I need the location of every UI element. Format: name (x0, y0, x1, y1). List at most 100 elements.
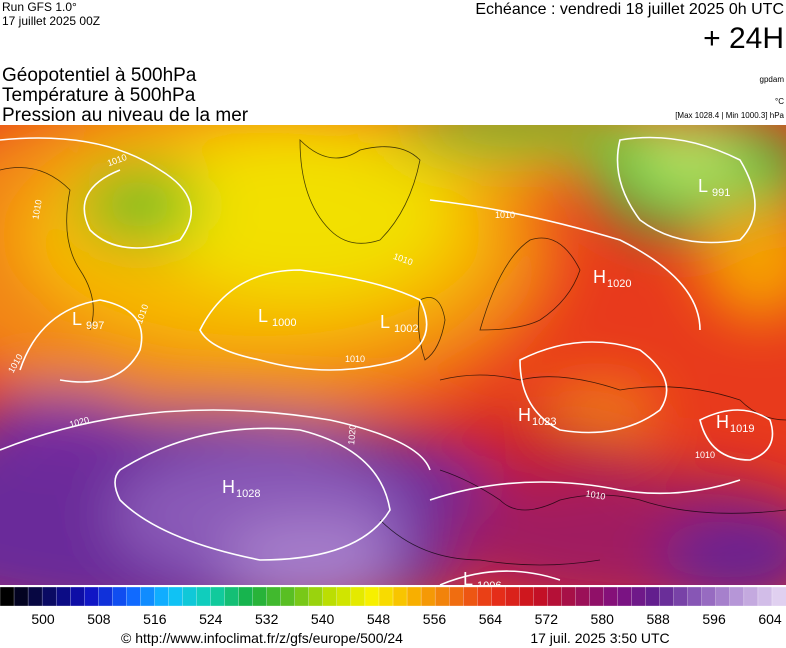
colorbar-swatch (673, 586, 689, 607)
pressure-center: H 1023 (518, 405, 556, 428)
map (0, 125, 786, 585)
colorbar-swatch (322, 586, 338, 607)
colorbar-swatch (70, 586, 85, 607)
footer-timestamp: 17 juil. 2025 3:50 UTC (530, 630, 669, 646)
pressure-center: H 1019 (716, 412, 754, 435)
unit-pressure: [Max 1028.4 | Min 1000.3] hPa (675, 111, 784, 120)
colorbar-label: 516 (143, 611, 167, 627)
colorbar-label: 588 (646, 611, 670, 627)
colorbar-swatch (27, 586, 43, 607)
colorbar-label: 500 (31, 611, 55, 627)
colorbar-swatch (294, 586, 310, 607)
colorbar-label: 532 (255, 611, 279, 627)
footer-url: © http://www.infoclimat.fr/z/gfs/europe/… (121, 630, 403, 646)
colorbar-swatch (140, 586, 156, 607)
colorbar-swatch (631, 586, 647, 607)
colorbar-swatch (350, 586, 366, 607)
run-label: Run GFS 1.0° (2, 0, 77, 14)
center-type: L (463, 569, 473, 589)
center-value: 1002 (394, 323, 418, 335)
colorbar-swatch (238, 586, 254, 607)
colorbar-swatch (701, 586, 717, 607)
colorbar-swatch (715, 586, 731, 607)
center-type: H (716, 412, 729, 432)
unit-celsius: °C (775, 97, 784, 106)
pressure-center: L 1000 (258, 306, 296, 329)
colorbar-swatch (126, 586, 142, 607)
isobar-label: 1010 (695, 450, 715, 460)
colorbar-label: 540 (311, 611, 335, 627)
pressure-center: L 1002 (380, 312, 418, 335)
unit-gpdam: gpdam (760, 75, 785, 84)
title-temperature: Température à 500hPa (2, 85, 196, 106)
isobar-label: 1020 (346, 424, 358, 445)
colorbar-swatch (477, 586, 492, 607)
colorbar-swatch (280, 586, 296, 607)
center-type: H (222, 477, 235, 497)
title-pressure: Pression au niveau de la mer (2, 105, 249, 126)
pressure-center: L 991 (698, 176, 730, 199)
isobar-label: 1010 (495, 210, 515, 220)
colorbar-label: 564 (479, 611, 503, 627)
colorbar-swatch (603, 586, 619, 607)
colorbar-swatch (533, 586, 549, 607)
center-type: L (258, 306, 268, 326)
colorbar-swatch (743, 586, 759, 607)
colorbar-swatch (463, 586, 478, 607)
colorbar-swatch (547, 586, 563, 607)
center-value: 1019 (730, 423, 754, 435)
colorbar-swatch (729, 586, 745, 607)
run-date: 17 juillet 2025 00Z (2, 14, 100, 28)
colorbar-swatch (224, 586, 240, 607)
colorbar-swatch (505, 586, 520, 607)
colorbar-swatch (84, 586, 99, 607)
center-value: 1020 (607, 278, 631, 290)
colorbar-swatch (266, 586, 282, 607)
colorbar-label: 548 (367, 611, 391, 627)
colorbar-swatch (406, 586, 422, 607)
colorbar-swatch (491, 586, 506, 607)
colorbar-swatch (645, 586, 661, 607)
pressure-center: H 1028 (222, 477, 260, 500)
colorbar-swatch (210, 586, 226, 607)
colorbar-label: 524 (199, 611, 223, 627)
colorbar-swatch (575, 586, 591, 607)
center-value: 1000 (272, 317, 296, 329)
title-geopotential: Géopotentiel à 500hPa (2, 65, 197, 86)
center-value: 1023 (532, 416, 556, 428)
center-type: L (72, 309, 82, 329)
center-value: 991 (712, 187, 730, 199)
colorbar-swatch (589, 586, 605, 607)
colorbar-swatch (196, 586, 212, 607)
colorbar-swatch (659, 586, 675, 607)
colorbar-label: 580 (591, 611, 615, 627)
colorbar-label: 556 (423, 611, 447, 627)
colorbar-swatch (154, 586, 170, 607)
colorbar-label: 508 (87, 611, 111, 627)
colorbar-swatch (168, 586, 184, 607)
colorbar-swatch (448, 586, 464, 607)
center-type: L (698, 176, 708, 196)
center-type: L (380, 312, 390, 332)
colorbar-swatch (617, 586, 633, 607)
colorbar-swatch (182, 586, 198, 607)
colorbar-swatch (420, 586, 436, 607)
colorbar-swatch (771, 586, 786, 607)
colorbar-swatch (13, 586, 29, 607)
colorbar-label: 596 (702, 611, 726, 627)
echeance: Echéance : vendredi 18 juillet 2025 0h U… (475, 1, 784, 18)
colorbar-label: 572 (535, 611, 559, 627)
colorbar-swatch (687, 586, 703, 607)
center-value: 1028 (236, 488, 260, 500)
colorbar-swatch (519, 586, 535, 607)
colorbar-swatch (336, 586, 352, 607)
center-type: H (518, 405, 531, 425)
colorbar-swatch (757, 586, 773, 607)
colorbar-swatch (55, 586, 71, 607)
colorbar-swatch (252, 586, 268, 607)
colorbar-swatch (98, 586, 113, 607)
colorbar: 500 508 516 524 532 540 548 556 564 572 580 588 596 6… (0, 586, 786, 627)
isobar-label: 1010 (585, 488, 606, 501)
colorbar-swatch (41, 586, 57, 607)
